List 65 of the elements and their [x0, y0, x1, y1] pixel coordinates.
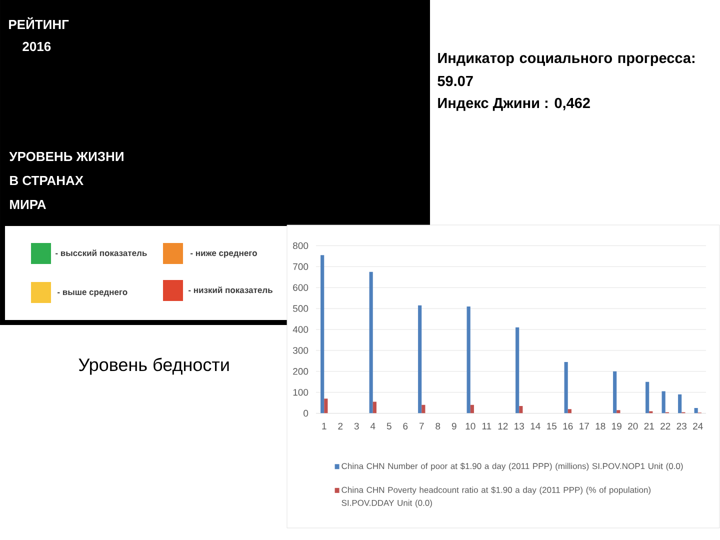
x-tick-label: 6: [403, 422, 408, 430]
text: 2016: [22, 42, 51, 52]
x-tick-label: 18: [596, 422, 606, 430]
y-tick-label: 500: [293, 305, 308, 312]
y-tick-label: 400: [292, 326, 308, 333]
text: - высский показатель: [56, 250, 147, 256]
bar: [418, 305, 422, 414]
x-tick-label: 24: [693, 422, 703, 430]
x-tick-label: 7: [419, 422, 424, 430]
x-tick-label: 5: [386, 422, 392, 430]
x-tick-label: 21: [644, 422, 654, 430]
bar: [466, 306, 470, 414]
text: Уровень бедности: [78, 358, 229, 375]
x-tick-label: 9: [452, 422, 456, 430]
x-tick-label: 23: [676, 422, 686, 430]
bar: [694, 408, 698, 414]
y-tick-label: 600: [293, 284, 308, 291]
bar: [519, 406, 523, 414]
bar: [564, 362, 568, 414]
x-tick-label: 22: [660, 422, 670, 430]
x-tick-label: 14: [530, 422, 540, 430]
x-tick-label: 3: [354, 422, 359, 430]
x-tick-label: 20: [628, 422, 638, 430]
text: - выше среднего: [58, 290, 128, 297]
text: Индикатор социального прогресса: 59.07: [438, 53, 694, 86]
legend-label: China CHN Number of poor at $1.90 a day (2011 PPP) (millions) SI.POV.NOP1 Unit (0.0): [342, 462, 683, 471]
x-tick-label: 15: [547, 422, 557, 430]
y-tick-label: 300: [292, 347, 308, 354]
bar: [568, 409, 572, 414]
x-tick-label: 8: [436, 422, 440, 430]
text: В СТРАНАХ: [10, 176, 84, 186]
bar: [646, 382, 650, 414]
bar: [662, 391, 666, 414]
y-tick-label: 0: [304, 410, 308, 417]
x-tick-label: 11: [482, 422, 492, 430]
bar: [470, 404, 474, 414]
x-tick-label: 1: [322, 422, 326, 430]
y-tick-label: 800: [293, 242, 308, 250]
bar: [613, 371, 617, 414]
bar: [516, 327, 520, 414]
legend-label: China CHN Poverty headcount ratio at $1.90 a day (2011 PPP) (% of population) SI.POV.DDAY Unit (0.0): [342, 486, 650, 508]
y-tick-label: 200: [293, 368, 308, 375]
bar: [616, 410, 620, 414]
bar: [324, 398, 328, 414]
bar: [320, 255, 324, 414]
x-tick-label: 10: [466, 422, 476, 430]
text: УРОВЕНЬ ЖИЗНИ: [9, 152, 124, 162]
x-tick-label: 17: [580, 422, 589, 430]
x-tick-label: 2: [338, 422, 343, 430]
x-tick-label: 4: [370, 422, 376, 430]
bar: [372, 402, 376, 414]
x-tick-label: 16: [563, 422, 573, 430]
bar: [678, 394, 682, 414]
bar: [369, 272, 373, 414]
y-tick-label: 100: [293, 388, 308, 396]
y-tick-label: 700: [293, 263, 308, 270]
text: МИРА: [10, 200, 46, 209]
x-tick-label: 19: [612, 422, 622, 430]
x-tick-label: 12: [498, 422, 508, 430]
text: - низкий показатель: [188, 286, 272, 294]
text: Индекс Джини : 0,462: [438, 98, 590, 111]
text: - ниже среднего: [190, 251, 257, 258]
x-tick-label: 13: [514, 422, 524, 430]
bar: [422, 404, 426, 414]
text: РЕЙТИНГ: [9, 17, 69, 29]
